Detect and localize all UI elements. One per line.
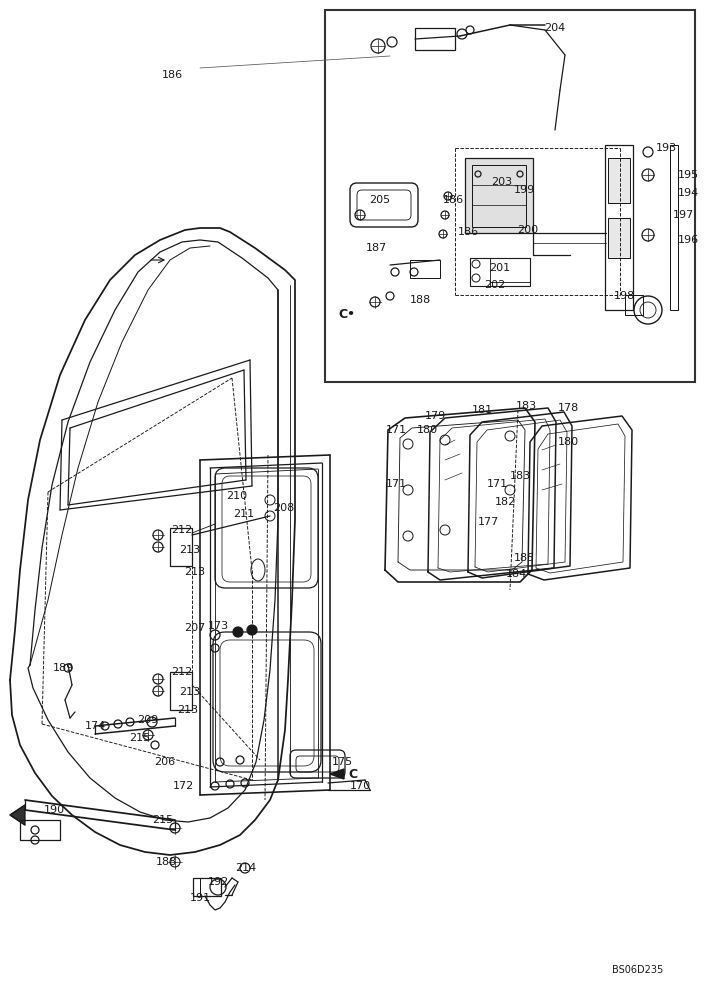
Text: 175: 175 — [332, 757, 353, 767]
Text: 211: 211 — [234, 509, 255, 519]
Text: 187: 187 — [365, 243, 386, 253]
Text: 196: 196 — [677, 235, 698, 245]
Text: 194: 194 — [677, 188, 698, 198]
Text: 208: 208 — [273, 503, 295, 513]
Text: 203: 203 — [491, 177, 513, 187]
Text: 212: 212 — [171, 525, 193, 535]
Text: 205: 205 — [370, 195, 391, 205]
Text: 177: 177 — [477, 517, 498, 527]
Text: 209: 209 — [137, 715, 158, 725]
Bar — [410, 260, 440, 278]
Circle shape — [247, 625, 257, 635]
Text: 200: 200 — [517, 225, 539, 235]
Text: BS06D235: BS06D235 — [612, 965, 664, 975]
Bar — [20, 820, 60, 840]
Bar — [170, 672, 192, 710]
Bar — [465, 158, 533, 233]
Text: C: C — [348, 768, 357, 780]
Text: 201: 201 — [489, 263, 510, 273]
Text: 184: 184 — [505, 569, 527, 579]
Text: 181: 181 — [472, 405, 493, 415]
Bar — [325, 10, 695, 382]
Text: 210: 210 — [227, 491, 248, 501]
Text: 186: 186 — [161, 70, 182, 80]
Text: 180: 180 — [558, 437, 579, 447]
Text: 199: 199 — [513, 185, 534, 195]
Text: 195: 195 — [677, 170, 698, 180]
Text: 215: 215 — [130, 733, 151, 743]
Text: 172: 172 — [172, 781, 194, 791]
Text: 189: 189 — [52, 663, 74, 673]
Circle shape — [233, 627, 243, 637]
Text: 212: 212 — [171, 667, 193, 677]
Bar — [415, 28, 455, 50]
Text: 186: 186 — [458, 227, 479, 237]
Text: C•: C• — [338, 308, 355, 322]
Bar — [170, 528, 192, 566]
Text: 204: 204 — [544, 23, 565, 33]
Text: 188: 188 — [409, 295, 431, 305]
Text: 171: 171 — [385, 425, 407, 435]
Text: 173: 173 — [208, 621, 229, 631]
Text: 213: 213 — [180, 545, 201, 555]
Text: 179: 179 — [425, 411, 446, 421]
Polygon shape — [10, 805, 25, 825]
Text: 193: 193 — [655, 143, 677, 153]
Text: 178: 178 — [558, 403, 579, 413]
Bar — [608, 158, 630, 203]
Text: 206: 206 — [154, 757, 175, 767]
Polygon shape — [330, 769, 344, 779]
Text: 213: 213 — [177, 705, 199, 715]
Text: 174: 174 — [84, 721, 106, 731]
Text: 182: 182 — [494, 497, 515, 507]
Text: 180: 180 — [417, 425, 438, 435]
Bar — [625, 295, 643, 315]
Text: 197: 197 — [672, 210, 693, 220]
Text: 198: 198 — [613, 291, 634, 301]
Text: 186: 186 — [442, 195, 463, 205]
Text: 214: 214 — [235, 863, 257, 873]
Text: 213: 213 — [180, 687, 201, 697]
Bar — [470, 258, 530, 286]
Text: 202: 202 — [484, 280, 505, 290]
Bar — [670, 145, 678, 310]
Text: 188: 188 — [156, 857, 177, 867]
Text: 191: 191 — [189, 893, 210, 903]
Text: 183: 183 — [515, 401, 536, 411]
Text: 185: 185 — [513, 553, 534, 563]
Bar — [472, 165, 526, 227]
Text: 190: 190 — [44, 805, 65, 815]
Text: 171: 171 — [385, 479, 407, 489]
Text: 215: 215 — [153, 815, 174, 825]
Text: 192: 192 — [208, 877, 229, 887]
Text: 183: 183 — [510, 471, 531, 481]
Text: 213: 213 — [184, 567, 206, 577]
Text: 170: 170 — [349, 781, 370, 791]
Bar — [193, 878, 221, 896]
Text: 171: 171 — [486, 479, 508, 489]
Text: 207: 207 — [184, 623, 206, 633]
Bar — [608, 218, 630, 258]
Bar — [605, 145, 633, 310]
